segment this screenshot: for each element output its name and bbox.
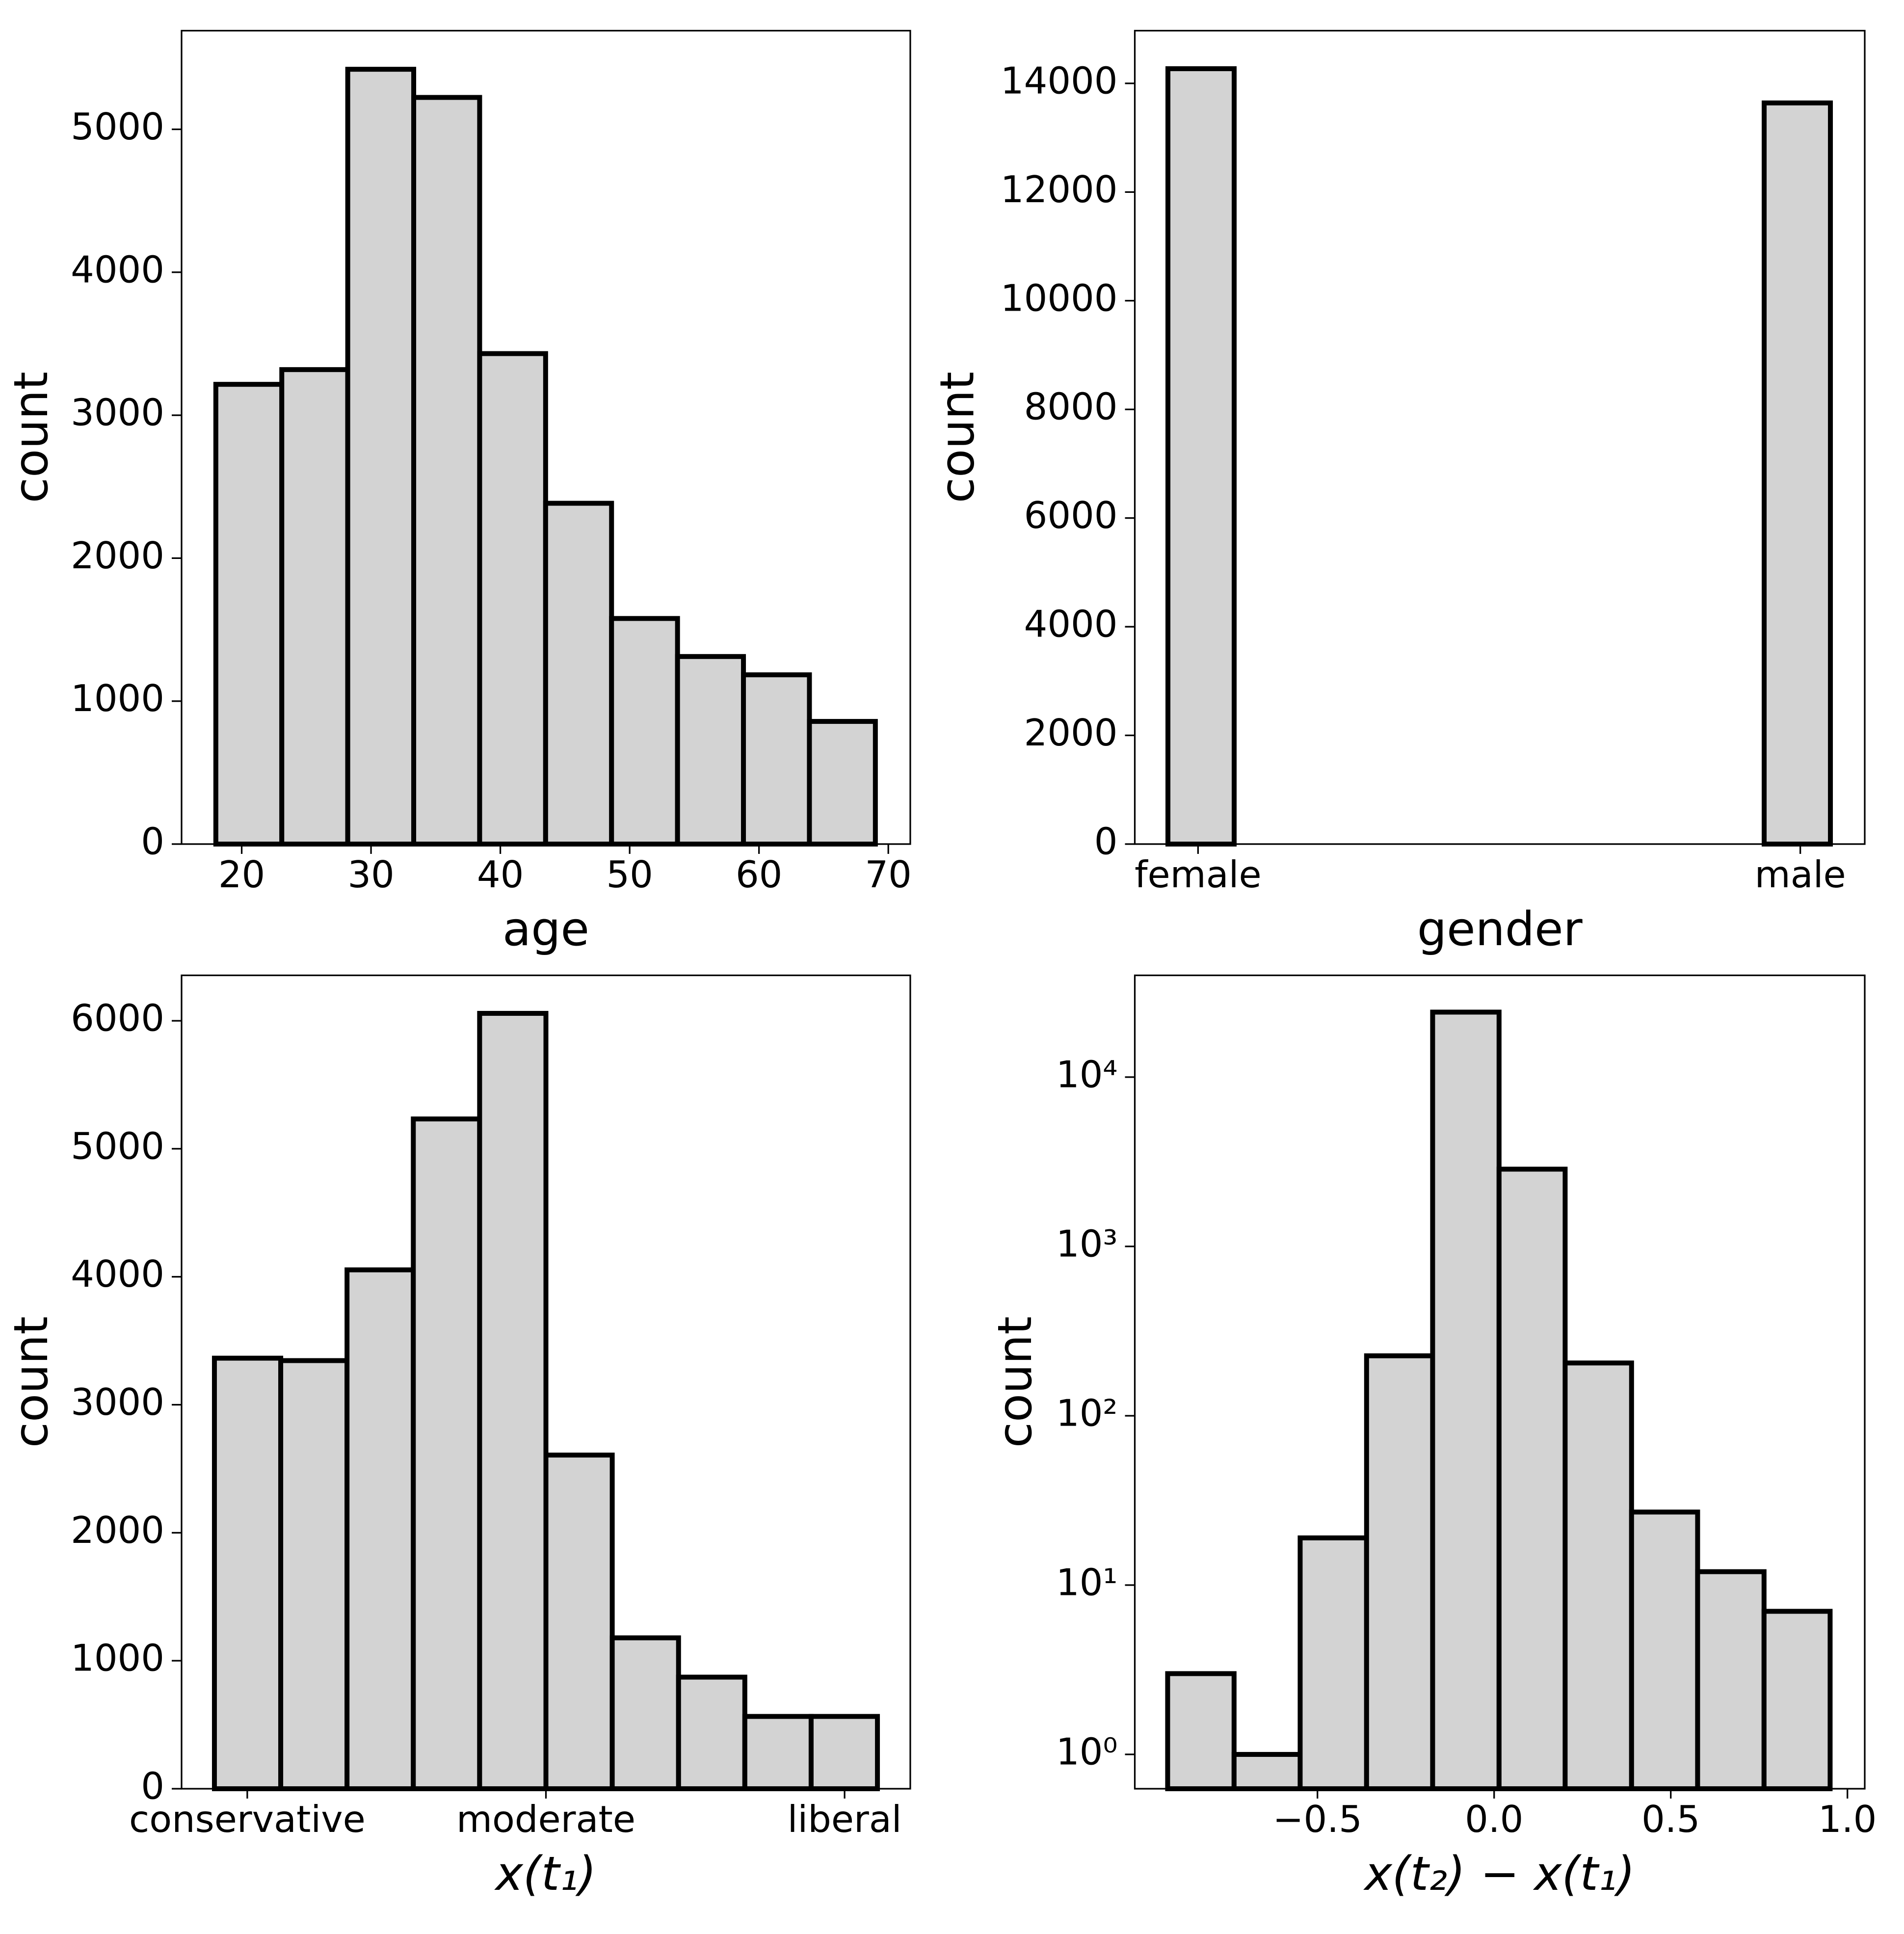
bar bbox=[477, 1010, 549, 1791]
y-tick-label: 4000 bbox=[71, 1252, 164, 1296]
bar bbox=[1231, 1752, 1303, 1791]
x-tick-label: 0.5 bbox=[1641, 1798, 1700, 1841]
plot-frame bbox=[1134, 974, 1866, 1790]
bar bbox=[212, 1355, 284, 1791]
x-tick-label: moderate bbox=[456, 1798, 635, 1841]
bar bbox=[1165, 66, 1237, 847]
x-tick-label: 20 bbox=[218, 853, 265, 896]
y-tick-label: 2000 bbox=[71, 534, 164, 577]
y-tick-label: 0 bbox=[141, 1765, 164, 1808]
x-tick-label: conservative bbox=[129, 1798, 366, 1841]
bar bbox=[1695, 1569, 1767, 1791]
bar bbox=[543, 1453, 615, 1791]
y-tick-label: 1000 bbox=[71, 1637, 164, 1680]
bar bbox=[675, 654, 746, 847]
y-axis-label: count bbox=[988, 1316, 1042, 1448]
y-tick-label: 10² bbox=[1056, 1391, 1118, 1434]
bar bbox=[1165, 1671, 1237, 1791]
y-tick-label: 2000 bbox=[71, 1509, 164, 1552]
x-tick-label: 0.0 bbox=[1465, 1798, 1523, 1841]
y-tick-label: 5000 bbox=[71, 1124, 164, 1167]
y-tick-label: 5000 bbox=[71, 105, 164, 148]
x-axis-label: gender bbox=[1417, 902, 1583, 956]
bar bbox=[344, 1267, 416, 1791]
bar bbox=[609, 616, 680, 847]
bar bbox=[1761, 1609, 1833, 1791]
x-tick-label: female bbox=[1135, 853, 1262, 896]
y-tick-label: 0 bbox=[1094, 820, 1118, 863]
x-tick-label: −0.5 bbox=[1273, 1798, 1362, 1841]
y-axis-label: count bbox=[4, 371, 58, 503]
x-tick-label: male bbox=[1755, 853, 1846, 896]
bar bbox=[278, 1358, 350, 1791]
y-tick-label: 1000 bbox=[71, 677, 164, 720]
bar bbox=[411, 95, 482, 847]
bar bbox=[1562, 1360, 1634, 1791]
y-axis-label: count bbox=[4, 1316, 58, 1448]
y-tick-label: 3000 bbox=[71, 1380, 164, 1424]
bar bbox=[213, 382, 285, 847]
y-tick-label: 0 bbox=[141, 820, 164, 863]
bar bbox=[807, 719, 878, 847]
x-axis-label: x(t₂) − x(t₁) bbox=[1363, 1847, 1635, 1901]
bar bbox=[543, 501, 614, 847]
y-tick-label: 10³ bbox=[1056, 1222, 1118, 1265]
x-tick-label: liberal bbox=[788, 1798, 902, 1841]
y-tick-label: 10⁰ bbox=[1056, 1730, 1118, 1774]
x-tick-label: 1.0 bbox=[1818, 1798, 1877, 1841]
y-tick-label: 10000 bbox=[1001, 276, 1118, 319]
bar bbox=[477, 351, 548, 847]
y-tick-label: 4000 bbox=[1024, 603, 1118, 646]
bar bbox=[1364, 1353, 1435, 1791]
bar bbox=[808, 1714, 880, 1791]
y-tick-label: 8000 bbox=[1024, 385, 1118, 428]
x-tick-label: 60 bbox=[736, 853, 782, 896]
y-tick-label: 3000 bbox=[71, 391, 164, 434]
bar bbox=[1762, 100, 1833, 847]
x-tick-label: 30 bbox=[347, 853, 394, 896]
bar bbox=[1297, 1535, 1369, 1791]
bar bbox=[1629, 1510, 1700, 1792]
bar bbox=[411, 1116, 482, 1791]
x-tick-label: 50 bbox=[606, 853, 653, 896]
x-axis-label: x(t₁) bbox=[494, 1847, 597, 1901]
y-tick-label: 12000 bbox=[1001, 168, 1118, 211]
y-tick-label: 6000 bbox=[71, 997, 164, 1040]
bar bbox=[609, 1635, 681, 1792]
y-axis-label: count bbox=[930, 371, 984, 503]
bar bbox=[741, 672, 812, 847]
x-axis-label: age bbox=[502, 902, 589, 956]
y-tick-label: 10¹ bbox=[1056, 1561, 1118, 1604]
x-tick-label: 40 bbox=[477, 853, 524, 896]
y-tick-label: 14000 bbox=[1001, 59, 1118, 102]
y-tick-label: 2000 bbox=[1024, 711, 1118, 754]
y-tick-label: 10⁴ bbox=[1056, 1053, 1118, 1096]
x-tick-label: 70 bbox=[865, 853, 911, 896]
bar bbox=[742, 1714, 814, 1791]
bar bbox=[345, 67, 417, 847]
y-tick-label: 6000 bbox=[1024, 494, 1118, 537]
bar bbox=[1496, 1166, 1568, 1791]
y-tick-label: 4000 bbox=[71, 248, 164, 291]
bar bbox=[676, 1674, 747, 1791]
plot-frame bbox=[1134, 29, 1866, 845]
bar bbox=[279, 367, 350, 847]
plot-frame bbox=[181, 29, 911, 845]
bar bbox=[1430, 1009, 1502, 1791]
